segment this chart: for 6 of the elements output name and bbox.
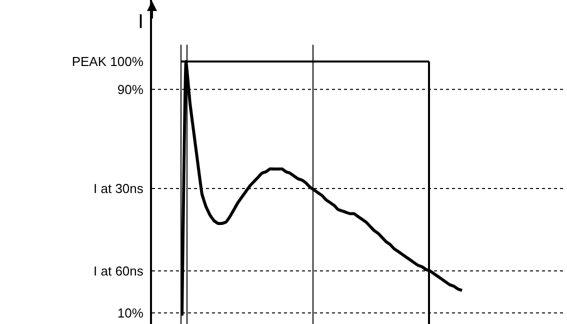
- y-tick-label: I at 60ns: [94, 263, 144, 278]
- y-tick-label: PEAK 100%: [72, 54, 144, 69]
- y-axis-title: I: [138, 11, 144, 33]
- y-tick-label: I at 30ns: [94, 181, 144, 196]
- y-tick-label: 10%: [117, 305, 144, 320]
- y-tick-label: 90%: [117, 82, 144, 97]
